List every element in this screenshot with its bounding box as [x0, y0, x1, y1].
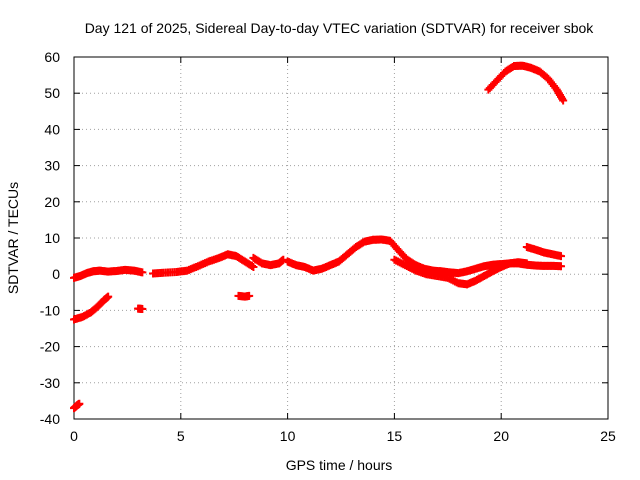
y-tick-label: -30: [40, 375, 60, 391]
data-point: [279, 255, 288, 264]
data-point: [245, 291, 254, 300]
data-point: [557, 262, 566, 271]
axis-ticks: 0 5 10 15 20 25 -40 -30 -20 -10 0 10 20 30 40 50 60: [40, 49, 616, 444]
y-tick-label: -20: [40, 339, 60, 355]
x-axis-label: GPS time / hours: [286, 457, 393, 473]
y-tick-label: 50: [44, 85, 60, 101]
y-tick-label: 10: [44, 230, 60, 246]
x-tick-label: 20: [493, 428, 509, 444]
series-trace-i: [390, 255, 531, 289]
y-tick-label: -10: [40, 302, 60, 318]
series-trace-j: [522, 243, 566, 261]
data-point: [557, 252, 566, 261]
series-trace-e: [149, 250, 258, 278]
y-tick-label: -40: [40, 411, 60, 427]
data-marks: [70, 61, 568, 413]
y-tick-label: 60: [44, 49, 60, 65]
data-point: [138, 268, 147, 277]
y-tick-label: 20: [44, 194, 60, 210]
y-axis-label: SDTVAR / TECUs: [5, 182, 21, 294]
data-point: [104, 292, 113, 301]
chart-title: Day 121 of 2025, Sidereal Day-to-day VTE…: [85, 20, 595, 36]
data-point: [559, 96, 568, 105]
series-trace-g: [249, 253, 288, 270]
series-trace-d: [134, 304, 147, 313]
series-trace-b: [70, 292, 113, 324]
x-tick-label: 15: [387, 428, 403, 444]
x-tick-label: 5: [177, 428, 185, 444]
data-point: [75, 399, 84, 408]
x-tick-label: 0: [70, 428, 78, 444]
series-trace-k: [484, 61, 568, 105]
data-point: [522, 259, 531, 268]
series-trace-c: [70, 399, 84, 413]
data-point: [138, 304, 147, 313]
grid: [74, 57, 608, 419]
data-point: [249, 262, 258, 271]
series-trace-a: [70, 265, 147, 282]
x-tick-label: 25: [600, 428, 616, 444]
y-tick-label: 30: [44, 158, 60, 174]
x-tick-label: 10: [280, 428, 296, 444]
y-tick-label: 40: [44, 121, 60, 137]
y-tick-label: 0: [52, 266, 60, 282]
series-trace-f: [234, 291, 254, 301]
